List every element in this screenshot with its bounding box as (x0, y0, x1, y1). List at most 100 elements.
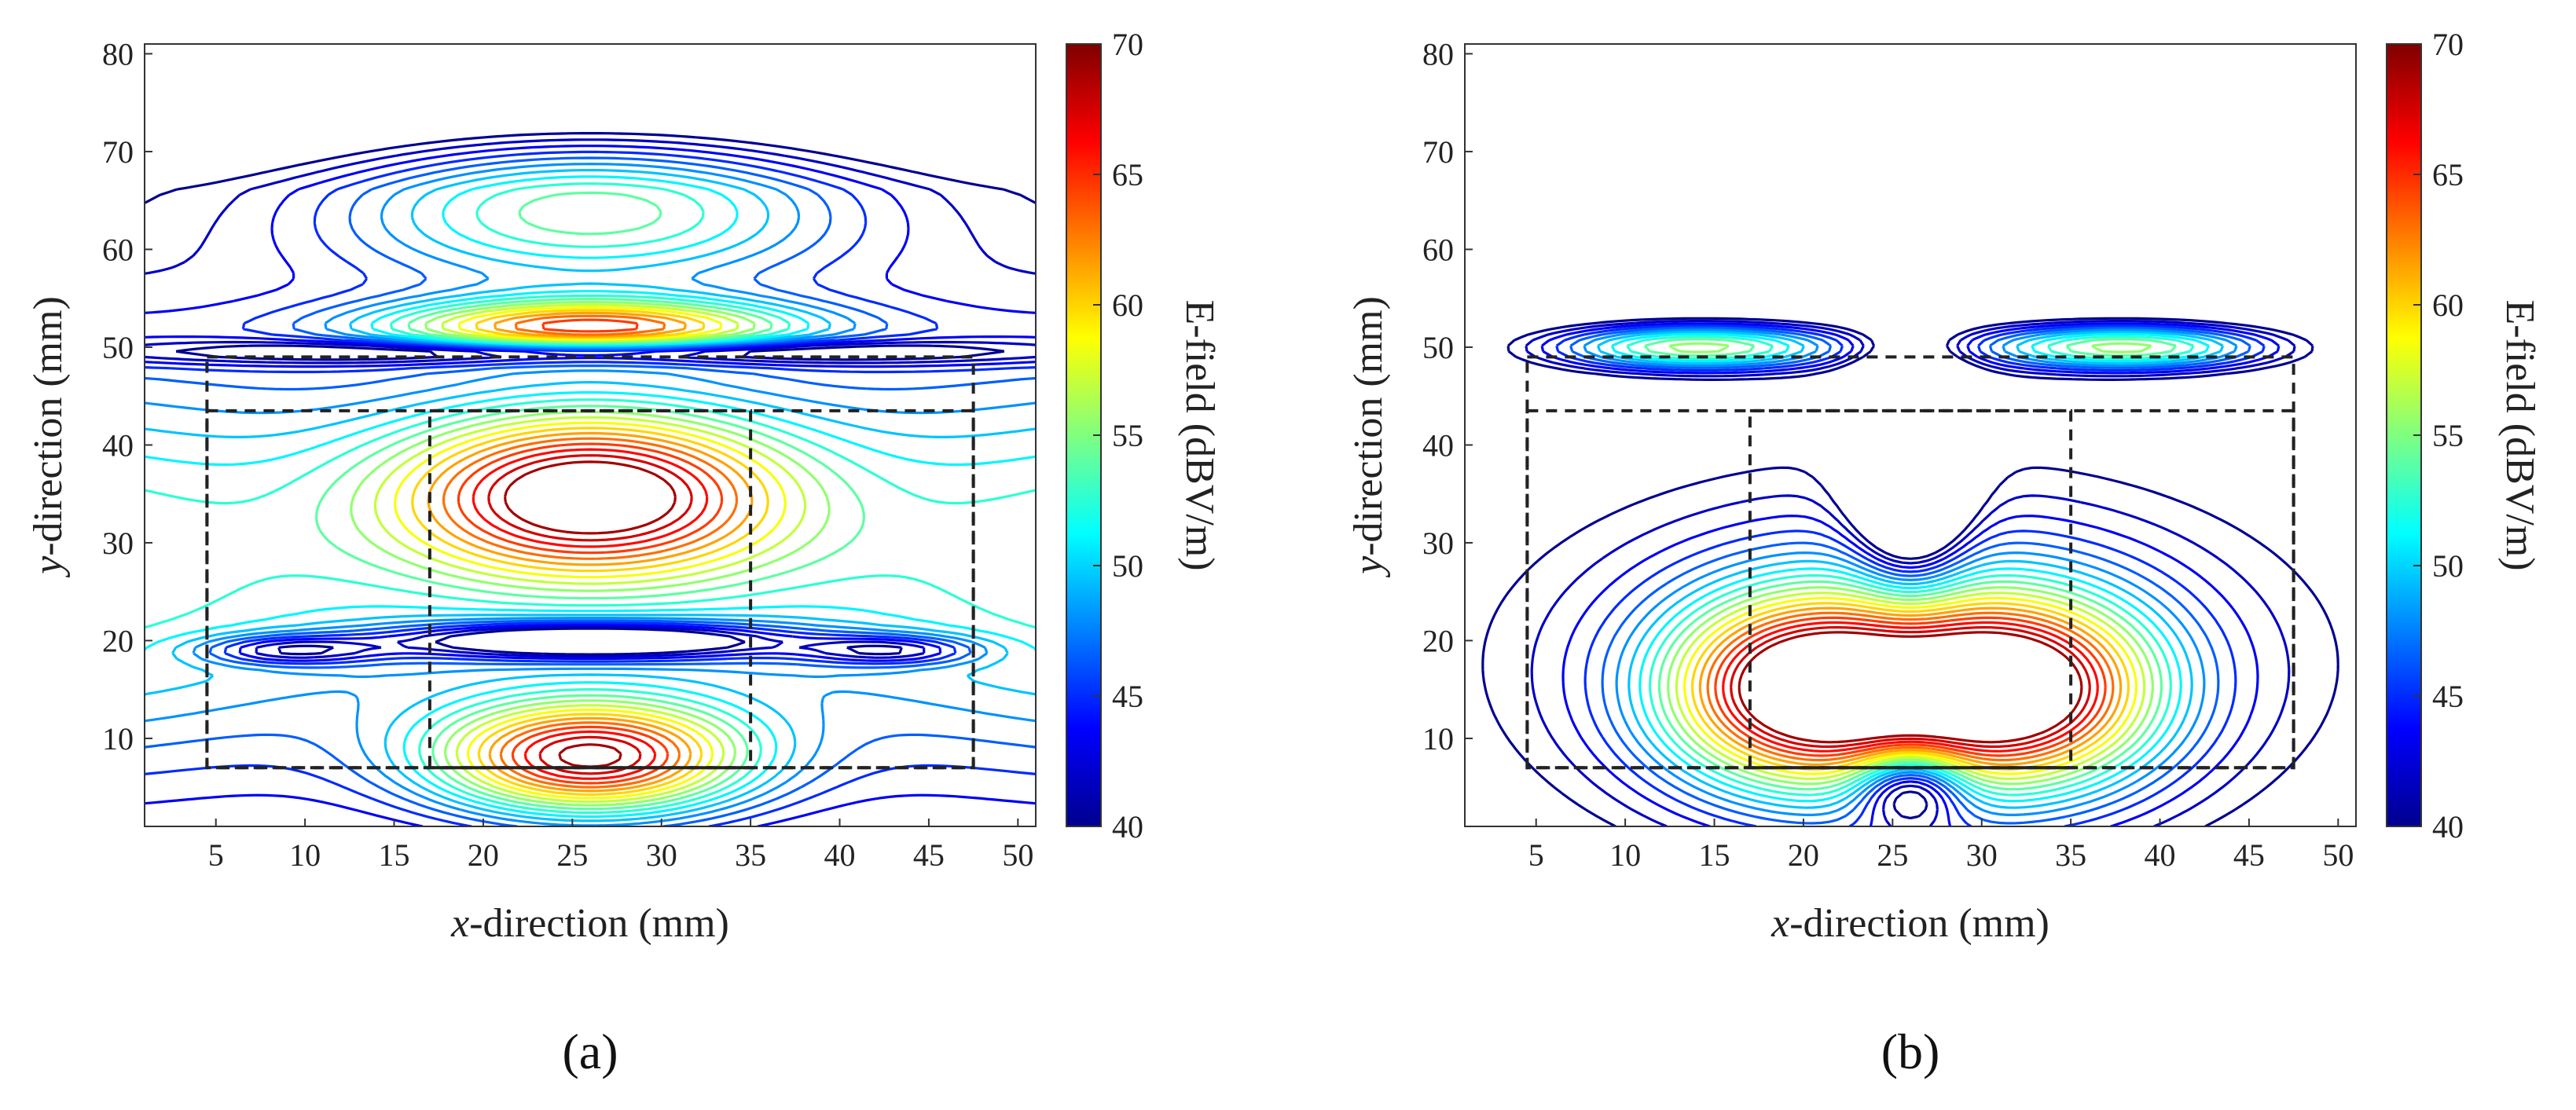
x-tick-labels: 5 10 15 20 25 30 35 40 45 50 (208, 819, 1033, 873)
colorbar-tick-label: 65 (1112, 157, 1143, 192)
contour-line (1525, 319, 2296, 826)
colorbar-tick-label: 55 (2432, 418, 2464, 453)
contour-lines (145, 132, 1036, 826)
colorbar-tick-labels: 40 45 50 55 60 65 70 (1093, 27, 1143, 844)
panel-label-a: (a) (562, 1024, 618, 1079)
y-tick-labels: 10 20 30 40 50 60 70 80 (102, 36, 152, 756)
y-tick-label: 10 (1422, 721, 1454, 756)
contour-line (472, 448, 709, 780)
x-tick-label: 40 (2145, 837, 2176, 873)
x-tick-label: 20 (468, 837, 499, 873)
contour-line (1706, 611, 2115, 762)
contour-line (1698, 606, 2123, 766)
y-tick-label: 80 (102, 36, 134, 71)
colorbar-tick-label: 70 (2432, 27, 2464, 62)
contour-line (1596, 331, 2225, 809)
contour-line (145, 182, 1036, 815)
colorbar-tick-label: 60 (1112, 288, 1143, 323)
contour-line (315, 191, 865, 811)
colorbar-tick-label: 50 (2432, 548, 2464, 584)
contour-line (1714, 616, 2107, 757)
x-tick-label: 10 (1609, 837, 1641, 873)
contour-line (373, 303, 807, 804)
colorbar-tick-label: 60 (2432, 288, 2464, 323)
contour-line (145, 145, 1036, 826)
panel-label-b: (b) (1881, 1024, 1940, 1079)
contour-line (1569, 326, 2251, 825)
x-tick-label: 5 (1528, 837, 1544, 873)
x-tick-label: 35 (2055, 837, 2086, 873)
x-tick-label: 15 (1699, 837, 1730, 873)
contour-line (394, 306, 787, 800)
x-tick-label: 20 (1788, 837, 1819, 873)
contour-line (487, 454, 693, 775)
colorbar-tick-label: 45 (1112, 679, 1143, 714)
y-tick-label: 60 (102, 232, 134, 267)
contour-line (1722, 621, 2099, 753)
y-tick-label: 70 (102, 134, 134, 170)
contour-line (1583, 328, 2238, 816)
y-tick-label: 20 (1422, 623, 1454, 658)
x-axis-label: x-direction (mm) (450, 901, 729, 946)
y-tick-labels: 10 20 30 40 50 60 70 80 (1422, 36, 1473, 756)
x-tick-label: 30 (646, 837, 677, 873)
dashed-region (1525, 355, 2295, 770)
contour-line (504, 460, 677, 768)
contour-line (145, 132, 1036, 656)
colorbar-tick-label: 55 (1112, 418, 1143, 453)
x-tick-label: 25 (1877, 837, 1908, 873)
y-tick-label: 60 (1422, 232, 1454, 267)
dashed-region (427, 408, 753, 770)
y-tick-label: 70 (1422, 134, 1454, 170)
dashed-region (205, 355, 975, 770)
x-tick-label: 50 (2322, 837, 2354, 873)
colorbar-tick-label: 65 (2432, 157, 2464, 192)
colorbar-label: E-field (dBV/m) (1177, 299, 1222, 570)
contour-line (1682, 596, 2138, 775)
x-tick-labels: 5 10 15 20 25 30 35 40 45 50 (1528, 819, 2354, 873)
y-tick-label: 50 (1422, 330, 1454, 365)
x-tick-label: 25 (556, 837, 588, 873)
x-axis-label: x-direction (mm) (1771, 901, 2049, 946)
dashed-regions (1525, 355, 2295, 770)
colorbar-tick-label: 50 (1112, 548, 1143, 584)
y-axis-label: y-direction (mm) (26, 296, 71, 578)
colorbar-tick-label: 40 (1112, 809, 1143, 844)
contour-line (145, 138, 1036, 659)
colorbar-tick-label: 45 (2432, 679, 2464, 714)
colorbar-tick-labels: 40 45 50 55 60 65 70 (2413, 27, 2464, 844)
y-tick-label: 20 (102, 623, 134, 658)
x-tick-label: 30 (1966, 837, 1998, 873)
contour-line (1730, 626, 2091, 749)
contour-line (457, 318, 724, 785)
contour-line (1738, 631, 2083, 744)
contour-line (1643, 338, 2178, 791)
y-axis-label: y-direction (mm) (1346, 296, 1391, 578)
x-tick-label: 35 (735, 837, 766, 873)
colorbar-tick-label: 40 (2432, 809, 2464, 844)
axes-frame (1464, 43, 2357, 827)
dashed-regions (205, 355, 975, 770)
dashed-region (1748, 408, 2073, 770)
chart-panel-a: 5 10 15 20 25 30 35 40 45 50 10 20 30 40 50 60 70 80 x-d… (26, 27, 1222, 1079)
x-tick-label: 50 (1002, 837, 1033, 873)
y-tick-label: 40 (102, 427, 134, 463)
y-tick-label: 30 (102, 526, 134, 561)
axes-frame (144, 43, 1037, 827)
y-tick-label: 10 (102, 721, 134, 756)
contour-line (442, 314, 739, 789)
contour-line (1555, 324, 2266, 826)
contour-line (145, 150, 1036, 826)
y-tick-label: 30 (1422, 526, 1454, 561)
chart-panel-b: 5 10 15 20 25 30 35 40 45 50 10 20 30 40 50 60 70 80 x-d… (1346, 27, 2542, 1079)
contour-line (1675, 592, 2146, 781)
colorbar-tick-label: 70 (1112, 27, 1143, 62)
contour-line (1690, 602, 2130, 771)
x-tick-label: 10 (289, 837, 321, 873)
x-tick-label: 15 (379, 837, 410, 873)
contour-line (1667, 342, 2154, 786)
plot-area (1465, 44, 2356, 826)
contour-lines (1481, 317, 2339, 826)
x-tick-label: 40 (824, 837, 856, 873)
y-tick-label: 80 (1422, 36, 1454, 71)
